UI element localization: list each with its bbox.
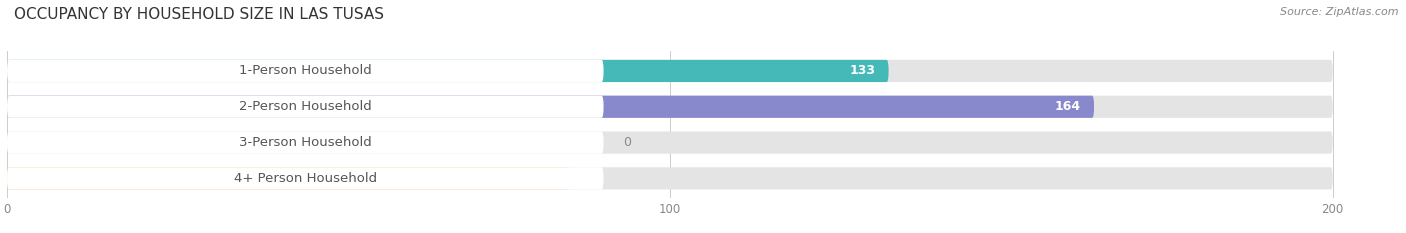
Text: 1-Person Household: 1-Person Household — [239, 65, 371, 77]
FancyBboxPatch shape — [7, 60, 889, 82]
Text: 0: 0 — [623, 136, 631, 149]
FancyBboxPatch shape — [7, 60, 603, 82]
Text: 3-Person Household: 3-Person Household — [239, 136, 371, 149]
Text: 85: 85 — [540, 172, 557, 185]
FancyBboxPatch shape — [7, 96, 1333, 118]
FancyBboxPatch shape — [7, 167, 603, 189]
FancyBboxPatch shape — [7, 96, 603, 118]
FancyBboxPatch shape — [7, 131, 1333, 154]
Text: Source: ZipAtlas.com: Source: ZipAtlas.com — [1281, 7, 1399, 17]
Text: 2-Person Household: 2-Person Household — [239, 100, 371, 113]
Text: 164: 164 — [1054, 100, 1081, 113]
FancyBboxPatch shape — [7, 131, 603, 154]
Text: 4+ Person Household: 4+ Person Household — [233, 172, 377, 185]
FancyBboxPatch shape — [7, 167, 1333, 189]
FancyBboxPatch shape — [7, 96, 1094, 118]
Text: 133: 133 — [849, 65, 876, 77]
FancyBboxPatch shape — [7, 167, 571, 189]
Text: OCCUPANCY BY HOUSEHOLD SIZE IN LAS TUSAS: OCCUPANCY BY HOUSEHOLD SIZE IN LAS TUSAS — [14, 7, 384, 22]
FancyBboxPatch shape — [7, 60, 1333, 82]
